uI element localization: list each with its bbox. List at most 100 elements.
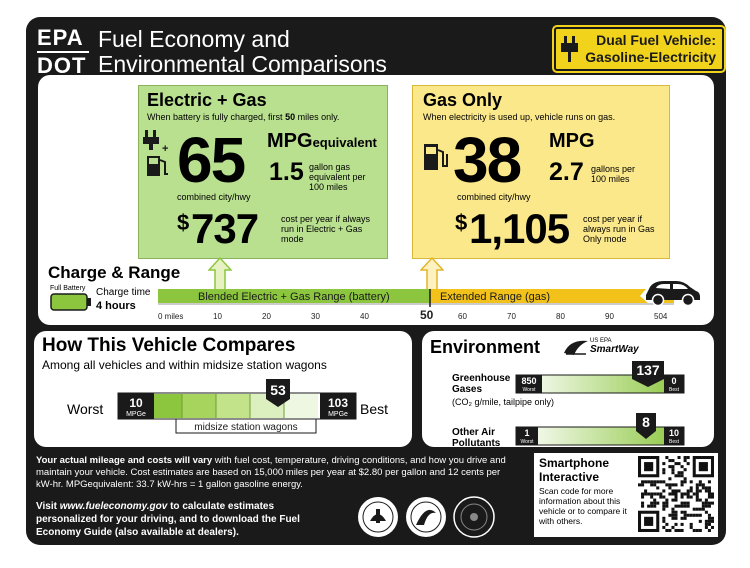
range-tick-label: 30: [311, 312, 320, 321]
gas-only-combined: combined city/hwy: [457, 192, 531, 202]
electric-gas-box: Electric + Gas When battery is fully cha…: [138, 85, 388, 259]
dot-seal-icon: [406, 497, 446, 537]
air-value: 8: [642, 414, 650, 430]
range-tick-label: 10: [213, 312, 222, 321]
charge-range-title: Charge & Range: [48, 263, 181, 282]
environment-title: Environment: [430, 337, 541, 357]
label-title-line1: Fuel Economy and: [98, 26, 290, 52]
smartphone-title-line1: Smartphone: [539, 456, 610, 470]
qr-code-icon[interactable]: [638, 456, 714, 537]
ghg-label-line2: Gases: [452, 384, 483, 395]
compare-marker: [266, 379, 290, 407]
gas-only-cost-text: cost per year if always run in Gas Only …: [583, 214, 655, 244]
plug-gas-icon: +: [143, 130, 168, 176]
compare-worst-value: 10: [129, 396, 143, 410]
air-label-line1: Other Air: [452, 427, 495, 438]
air-scale: 1 Worst 10 Best 8: [515, 413, 685, 446]
charge-time-value: 4 hours: [96, 300, 136, 312]
ghg-worst-value: 850: [521, 376, 536, 386]
gas-only-cost-dollar: $: [455, 210, 468, 235]
gas-only-box: Gas Only When electricity is used up, ve…: [412, 85, 670, 259]
disclaimer-text: Your actual mileage and costs will vary …: [36, 455, 506, 490]
range-tick-label: 40: [360, 312, 369, 321]
compare-best-label: Best: [360, 401, 389, 417]
ghg-label-line1: Greenhouse: [452, 373, 511, 384]
gas-only-cost-value: 1,105: [469, 205, 570, 252]
gas-only-mpg-label: MPG: [549, 130, 595, 152]
charge-time-label: Charge time: [96, 287, 151, 298]
gas-range-segment: [430, 289, 648, 303]
car-icon: [646, 281, 700, 307]
electric-gas-cost-value: 737: [191, 205, 259, 252]
dual-fuel-line2: Gasoline-Electricity: [585, 49, 716, 65]
fuel-economy-panel: Electric + Gas When battery is fully cha…: [38, 75, 714, 325]
air-best-value: 10: [669, 428, 679, 438]
doe-seal-icon: [453, 496, 495, 538]
blended-range-label: Blended Electric + Gas Range (battery): [198, 291, 390, 303]
plug-icon: [561, 36, 578, 62]
dual-fuel-line1: Dual Fuel Vehicle:: [596, 32, 716, 48]
ghg-worst-word: Worst: [523, 387, 537, 393]
visit-text: Visit www.fueleconomy.gov to calculate e…: [36, 501, 300, 538]
electric-gas-mpge-label: MPGequivalent: [267, 130, 377, 152]
agency-epa: EPA: [37, 25, 84, 50]
electric-gas-cost-dollar: $: [177, 210, 190, 235]
compare-best-value: 103: [328, 396, 348, 410]
electric-gas-gallons-value: 1.5: [269, 158, 304, 186]
electric-range-arrow: [208, 257, 232, 291]
range-ticks: 0 miles 10 20 30 40 50 60 70 80 90 504: [158, 308, 668, 322]
air-marker: [636, 413, 656, 439]
ghg-best-word: Best: [669, 387, 680, 393]
compare-best-unit: MPGe: [328, 411, 348, 418]
electric-gas-cost-text: cost per year if always run in Electric …: [281, 214, 371, 244]
range-tick-label: 50: [420, 308, 434, 322]
full-battery-label: Full Battery: [50, 285, 86, 292]
gas-only-subtitle: When electricity is used up, vehicle run…: [423, 112, 616, 122]
range-bar: Blended Electric + Gas Range (battery) E…: [158, 289, 674, 322]
fueleconomy-link[interactable]: www.fueleconomy.gov: [59, 501, 168, 512]
gas-only-mpg-value: 38: [453, 124, 522, 196]
compare-worst-label: Worst: [67, 401, 104, 417]
battery-range-segment: [158, 289, 430, 303]
range-tick-label: 70: [507, 312, 516, 321]
range-tick-label: 0 miles: [158, 312, 183, 321]
air-worst-value: 1: [524, 428, 529, 438]
gas-only-title: Gas Only: [423, 90, 503, 110]
ghg-value: 137: [636, 362, 660, 378]
range-tick-label: 504: [654, 312, 668, 321]
compare-panel: How This Vehicle Compares Among all vehi…: [34, 331, 412, 447]
gas-only-gallons-value: 2.7: [549, 158, 584, 186]
range-tick-label: 60: [458, 312, 467, 321]
air-worst-word: Worst: [521, 439, 535, 445]
label-title-line2: Environmental Comparisons: [98, 51, 387, 77]
compare-title: How This Vehicle Compares: [42, 335, 296, 356]
compare-value: 53: [270, 382, 286, 398]
ghg-marker: [632, 361, 664, 387]
agency-dot: DOT: [37, 53, 87, 78]
range-tick-label: 90: [605, 312, 614, 321]
compare-subtitle: Among all vehicles and within midsize st…: [42, 358, 327, 372]
ghg-best-value: 0: [671, 376, 676, 386]
battery-icon: [50, 293, 91, 311]
mpge-scale: 10 MPGe 103 MPGe midsize station wagons …: [117, 379, 357, 434]
electric-gas-subtitle: When battery is fully charged, first 50 …: [147, 112, 340, 122]
air-best-word: Best: [669, 439, 680, 445]
air-label-line2: Pollutants: [452, 438, 501, 449]
fuel-economy-label: EPA DOT Fuel Economy and Environmental C…: [26, 17, 726, 545]
gas-pump-icon: [424, 144, 448, 170]
smartphone-title-line2: Interactive: [539, 470, 600, 484]
epa-seal-icon: [358, 497, 398, 537]
smartphone-text: Scan code for more information about thi…: [539, 486, 627, 526]
compare-class-label: midsize station wagons: [194, 422, 297, 433]
electric-gas-combined: combined city/hwy: [177, 192, 251, 202]
compare-worst-unit: MPGe: [126, 411, 146, 418]
smartphone-box: Smartphone Interactive Scan code for mor…: [534, 453, 718, 537]
smartway-text: SmartWay: [590, 344, 639, 355]
smartway-logo-icon: [564, 340, 588, 355]
agency-divider: [37, 51, 89, 53]
gas-only-gallons-text: gallons per 100 miles: [591, 164, 636, 184]
smartway-small-text: US EPA: [590, 338, 612, 344]
range-tick-label: 20: [262, 312, 271, 321]
electric-gas-title: Electric + Gas: [147, 90, 267, 110]
gas-range-arrow: [420, 257, 444, 291]
